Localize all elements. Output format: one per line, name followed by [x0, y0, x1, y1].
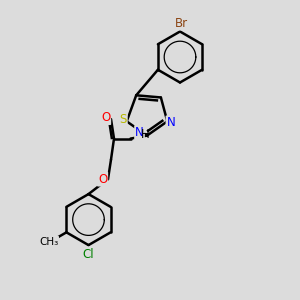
Text: S: S: [119, 113, 127, 126]
Text: O: O: [101, 111, 110, 124]
Text: N: N: [135, 126, 144, 139]
Text: Cl: Cl: [83, 248, 94, 261]
Text: H: H: [140, 128, 149, 141]
Text: N: N: [167, 116, 175, 129]
Text: Br: Br: [175, 16, 188, 30]
Text: CH₃: CH₃: [39, 237, 58, 247]
Text: O: O: [98, 172, 107, 186]
